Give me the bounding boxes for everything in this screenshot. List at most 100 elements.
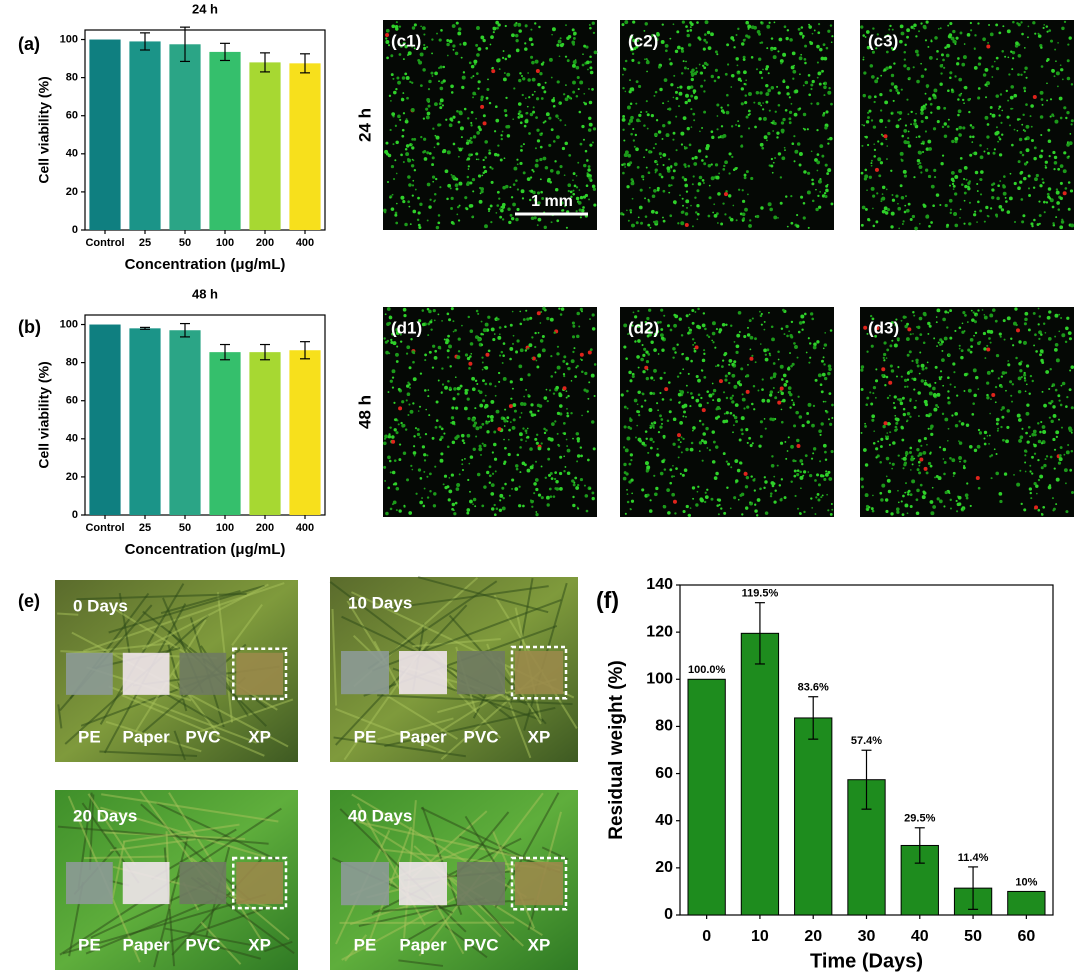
- cell-dot: [510, 216, 515, 221]
- cell-dot: [900, 500, 903, 503]
- cell-dot: [792, 401, 795, 404]
- cell-dot: [537, 217, 542, 222]
- cell-dot: [800, 53, 803, 56]
- cell-dot: [996, 196, 1000, 201]
- cell-dot: [870, 119, 874, 122]
- cell-dot: [816, 102, 820, 106]
- cell-dot: [998, 105, 1002, 109]
- cell-dot: [713, 79, 717, 83]
- cell-dot: [870, 402, 874, 406]
- cell-dot: [641, 344, 644, 347]
- cell-dot: [1047, 139, 1052, 144]
- cell-dot: [536, 128, 540, 132]
- cell-dot: [749, 348, 752, 351]
- cell-dot: [811, 79, 815, 84]
- cell-dot: [467, 478, 470, 482]
- cell-dot: [684, 223, 689, 228]
- cell-dot: [885, 357, 888, 359]
- cell-dot: [488, 151, 492, 155]
- cell-dot: [983, 150, 986, 153]
- error-bar: [140, 326, 150, 330]
- cell-dot: [703, 66, 707, 70]
- y-axis-label: Residual weight (%): [606, 660, 627, 839]
- cell-dot: [732, 424, 735, 427]
- cell-dot: [820, 390, 824, 394]
- cell-dot: [766, 348, 770, 352]
- cell-dot: [913, 457, 916, 460]
- cell-dot: [1023, 162, 1028, 166]
- cell-dot: [578, 208, 582, 212]
- cell-dot: [458, 27, 462, 31]
- cell-dot: [670, 176, 675, 180]
- cell-dot: [785, 36, 789, 41]
- cell-dot: [1029, 115, 1032, 118]
- cell-dot: [949, 507, 952, 510]
- cell-dot: [912, 311, 915, 314]
- cell-dot: [689, 405, 692, 408]
- cell-dot: [509, 186, 512, 189]
- cell-dot: [480, 453, 482, 456]
- cell-dot: [468, 367, 471, 370]
- cell-dot: [716, 115, 719, 117]
- cell-dot: [804, 61, 807, 65]
- cell-dot: [738, 188, 741, 191]
- cell-dot: [473, 421, 478, 425]
- x-tick-label: 50: [964, 928, 982, 945]
- cell-dot: [1024, 317, 1028, 322]
- cell-dot: [461, 75, 466, 80]
- cell-dot: [396, 419, 399, 422]
- cell-dot: [986, 344, 989, 347]
- cell-dot: [963, 177, 966, 181]
- cell-dot: [796, 224, 800, 228]
- cell-dot: [952, 475, 955, 477]
- cell-dot: [937, 406, 940, 408]
- cell-dot: [969, 153, 973, 157]
- cell-dot: [502, 377, 507, 381]
- cell-dot: [915, 358, 919, 362]
- cell-dot: [400, 421, 403, 425]
- cell-dot: [441, 367, 444, 370]
- cell-dot: [773, 475, 776, 478]
- cell-dot: [807, 471, 810, 473]
- cell-dot: [638, 84, 642, 89]
- cell-dot: [918, 165, 923, 169]
- cell-dot: [512, 183, 516, 186]
- cell-dot: [743, 471, 748, 476]
- cell-dot: [881, 373, 885, 377]
- cell-dot: [955, 127, 959, 131]
- leaf-stroke: [83, 855, 168, 860]
- cell-dot: [386, 56, 389, 60]
- cell-dot: [731, 155, 734, 158]
- cell-dot: [705, 155, 708, 158]
- cell-dot: [508, 494, 511, 497]
- cell-dot: [431, 436, 435, 440]
- cell-dot: [439, 186, 442, 189]
- cell-dot: [1008, 73, 1011, 76]
- cell-dot: [918, 30, 921, 33]
- cell-dot: [434, 425, 438, 429]
- cell-dot: [711, 339, 714, 342]
- cell-dot: [780, 391, 784, 396]
- cell-dot: [872, 385, 877, 390]
- cell-dot: [777, 358, 780, 361]
- cell-dot: [1034, 505, 1039, 510]
- error-bar: [220, 343, 230, 361]
- cell-dot: [947, 34, 952, 39]
- cell-dot: [802, 201, 806, 205]
- cell-dot: [699, 130, 701, 133]
- cell-dot: [780, 420, 784, 424]
- cell-dot: [570, 195, 573, 199]
- cell-dot: [654, 90, 658, 94]
- cell-dot: [1024, 137, 1028, 141]
- cell-dot: [1020, 502, 1023, 506]
- cell-dot: [821, 194, 826, 198]
- cell-dot: [748, 319, 752, 323]
- cell-dot: [1059, 225, 1064, 230]
- cell-dot: [566, 445, 569, 447]
- cell-dot: [759, 91, 763, 95]
- cell-dot: [591, 420, 595, 424]
- cell-dot: [387, 391, 390, 393]
- x-tick-label: Control: [85, 522, 124, 534]
- cell-dot: [787, 386, 792, 390]
- cell-dot: [825, 470, 828, 473]
